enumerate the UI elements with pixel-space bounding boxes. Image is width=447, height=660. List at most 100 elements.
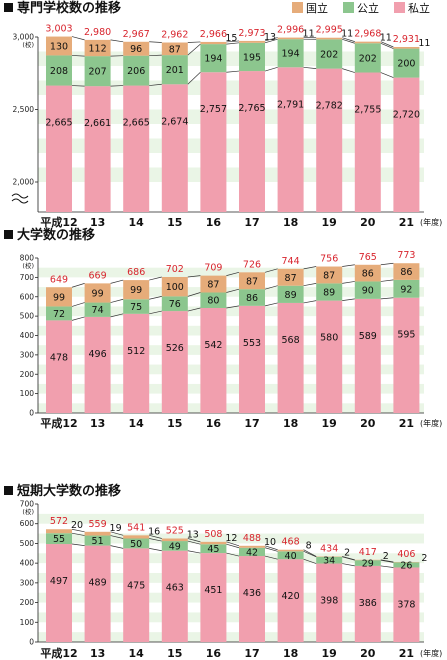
chart-title-university: 大学数の推移 <box>17 227 95 243</box>
connector-line <box>264 268 278 273</box>
x-tick-label: 20 <box>360 417 376 430</box>
data-label-national: 87 <box>169 44 181 55</box>
bar-private <box>277 67 304 213</box>
data-label-total: 508 <box>204 529 222 540</box>
bar-national <box>123 280 150 300</box>
bar-private <box>200 307 227 413</box>
connector-line <box>187 41 201 43</box>
data-label-total: 773 <box>397 250 415 261</box>
data-label-total: 468 <box>282 537 300 548</box>
data-label-private: 451 <box>204 585 222 596</box>
y-tick-label: 600 <box>20 292 35 301</box>
data-label-private: 580 <box>320 333 338 344</box>
x-tick-label: 19 <box>322 216 337 229</box>
data-label-private: 526 <box>166 343 184 354</box>
data-label-private: 436 <box>243 588 261 599</box>
data-label-national: 13 <box>264 32 276 43</box>
data-label-private: 589 <box>359 331 377 342</box>
bar-private <box>200 72 227 212</box>
data-label-public: 34 <box>323 556 335 567</box>
connector-line <box>187 538 201 543</box>
data-label-total: 406 <box>397 549 415 560</box>
data-label-public: 206 <box>127 66 145 77</box>
data-label-total: 525 <box>166 526 184 537</box>
bar-national <box>46 287 72 307</box>
bar-private <box>123 548 150 642</box>
x-tick-label: 平成12 <box>40 416 77 430</box>
connector-line <box>342 264 355 267</box>
data-label-private: 378 <box>397 599 415 610</box>
y-tick-label: 3,000 <box>13 33 35 42</box>
bar-private <box>123 313 150 413</box>
connector-line <box>71 532 85 536</box>
grid-band <box>38 403 424 413</box>
bar-public <box>354 560 381 566</box>
bar-national <box>200 41 227 45</box>
connector-line <box>187 71 201 85</box>
data-label-total: 417 <box>359 547 377 558</box>
chart-title-vocational: 専門学校数の推移 <box>17 0 121 16</box>
y-unit-label: (校) <box>22 507 34 516</box>
bar-national <box>239 40 265 43</box>
connector-line <box>71 528 85 533</box>
bar-national <box>277 549 304 552</box>
connector-line <box>342 556 355 561</box>
x-tick-label: 14 <box>129 647 145 660</box>
bar-public <box>277 285 304 303</box>
x-unit-label: (年度) <box>420 217 442 227</box>
x-tick-label: 17 <box>244 216 259 229</box>
data-label-total: 2,962 <box>161 30 188 41</box>
connector-line <box>342 38 355 44</box>
bar-national <box>161 42 188 56</box>
bar-national <box>316 37 343 40</box>
bar-private <box>161 311 188 413</box>
bar-public <box>316 283 343 301</box>
data-label-national: 87 <box>285 273 297 284</box>
data-label-national: 100 <box>166 282 184 293</box>
data-label-national: 20 <box>71 520 83 531</box>
data-label-national: 130 <box>50 41 68 52</box>
data-label-public: 202 <box>359 53 377 64</box>
bar-national <box>239 272 265 290</box>
y-tick-label: 100 <box>20 618 35 627</box>
data-label-public: 207 <box>89 67 107 78</box>
title-marker-vocational <box>4 3 13 12</box>
connector-line <box>380 565 394 568</box>
legend-label-public: 公立 <box>357 1 379 15</box>
data-label-private: 489 <box>89 578 107 589</box>
bar-public <box>46 533 72 545</box>
connector-line <box>264 285 278 290</box>
bar-private <box>393 77 420 212</box>
data-label-private: 2,665 <box>123 118 150 129</box>
y-tick-label: 200 <box>20 370 35 379</box>
connector-line <box>149 538 162 542</box>
data-label-private: 2,765 <box>238 103 265 114</box>
connector-line <box>303 558 317 564</box>
grid-band <box>38 325 424 336</box>
data-label-public: 201 <box>166 65 184 76</box>
bar-private <box>84 545 111 642</box>
data-label-total: 2,967 <box>123 29 150 40</box>
connector-line <box>149 548 162 552</box>
connector-line <box>380 559 394 563</box>
connector-line <box>303 549 317 557</box>
y-tick-label: 0 <box>29 638 34 647</box>
bar-national <box>354 41 381 44</box>
data-label-national: 2 <box>383 551 389 562</box>
bar-private <box>123 85 150 212</box>
plot-layer: 3,0002,5002,000(校)平成122,6652081303,00313… <box>11 24 442 660</box>
data-label-private: 2,757 <box>200 104 227 115</box>
data-label-national: 86 <box>362 269 374 280</box>
bar-private <box>354 72 381 213</box>
data-label-national: 11 <box>341 29 353 40</box>
legend-label-national: 国立 <box>306 1 328 15</box>
data-label-total: 2,966 <box>200 29 227 40</box>
connector-line <box>110 39 124 43</box>
y-tick-label: 500 <box>20 539 35 548</box>
connector-line <box>71 85 85 87</box>
bar-private <box>46 544 72 642</box>
connector-line <box>342 556 355 561</box>
bar-public <box>84 56 111 87</box>
grid-band <box>38 306 424 317</box>
data-label-national: 112 <box>89 44 107 55</box>
